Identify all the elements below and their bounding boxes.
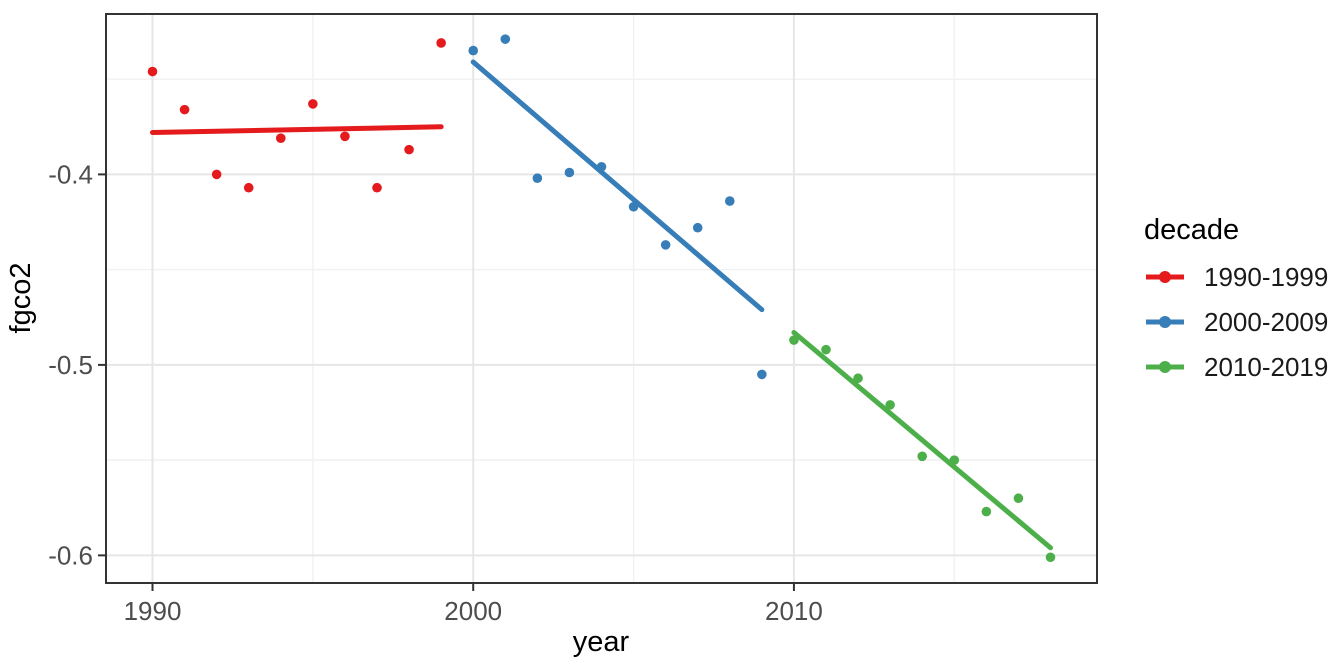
data-point (532, 173, 543, 184)
y-tick-label: -0.5 (48, 350, 93, 380)
data-layer (147, 34, 1056, 563)
data-point (885, 400, 895, 410)
data-point (757, 369, 767, 380)
data-point (692, 222, 703, 233)
trend-line (791, 330, 1053, 551)
y-axis-title: fgco2 (5, 263, 37, 334)
data-point (404, 144, 414, 155)
data-point (1013, 493, 1024, 504)
legend-key-point (1159, 271, 1171, 283)
data-point (340, 131, 350, 142)
data-point (372, 182, 382, 193)
data-point (147, 66, 158, 77)
legend-entry-label: 2010-2019 (1204, 352, 1328, 382)
x-tick-label: 1990 (124, 596, 182, 626)
data-point (243, 182, 254, 193)
legend-key-point (1159, 316, 1171, 328)
data-point (500, 34, 511, 44)
data-point (308, 99, 318, 109)
data-point (211, 169, 222, 180)
data-point (917, 451, 928, 462)
data-point (1045, 552, 1056, 563)
x-tick-label: 2010 (765, 596, 823, 626)
y-tick-label: -0.4 (48, 159, 93, 189)
x-tick-label: 2000 (444, 596, 502, 626)
axes-layer: 1990 2000 2010 -0.4 -0.5 -0.6 (48, 159, 823, 626)
data-point (436, 38, 446, 48)
data-point (981, 506, 992, 517)
x-axis-title: year (573, 626, 630, 658)
data-point (853, 373, 863, 384)
legend-entry-label: 2000-2009 (1204, 307, 1328, 337)
y-tick-label: -0.6 (48, 540, 93, 570)
data-point (179, 104, 190, 115)
data-point (724, 196, 735, 206)
data-point (564, 167, 575, 178)
data-point (821, 344, 831, 355)
legend-title: decade (1144, 214, 1239, 246)
data-point (660, 240, 671, 250)
trend-line (150, 124, 444, 135)
legend-entry-label: 1990-1999 (1204, 262, 1328, 292)
legend-key-point (1159, 361, 1171, 373)
data-point (468, 45, 479, 56)
legend-entries: 1990-1999 2000-2009 2010-2019 (1146, 262, 1328, 382)
trend-line (470, 59, 765, 313)
data-point (275, 133, 286, 144)
panel-border (105, 13, 1098, 584)
gridlines (106, 14, 1097, 583)
legend: decade 1990-1999 2000-2009 2010-2019 (1144, 214, 1328, 382)
